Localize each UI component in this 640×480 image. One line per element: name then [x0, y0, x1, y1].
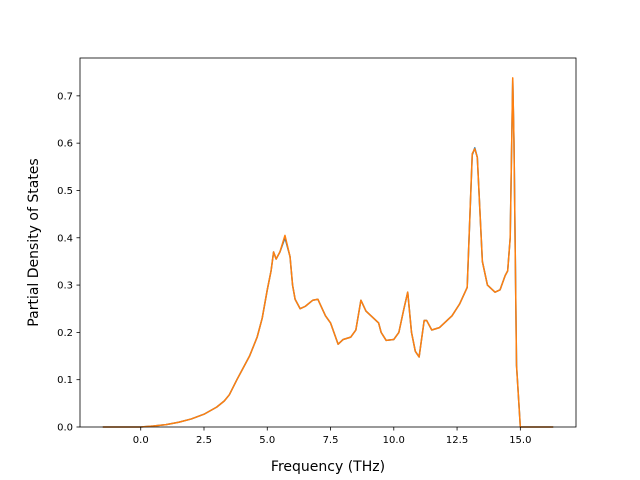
y-tick-label: 0.6: [57, 139, 73, 150]
y-tick-label: 0.3: [57, 281, 73, 292]
x-axis-ticks: 0.0 2.5 5.0 7.5 10.0 12.5 15.0: [133, 427, 531, 446]
plot-frame: [79, 57, 577, 428]
x-tick-label: 7.5: [323, 435, 339, 446]
y-axis-ticks: 0.0 0.1 0.2 0.3 0.4 0.5 0.6 0.7: [57, 91, 80, 434]
y-tick-label: 0.5: [57, 186, 73, 197]
x-tick-label: 5.0: [259, 435, 275, 446]
series-layer: [102, 77, 554, 428]
x-axis-label: Frequency (THz): [271, 459, 385, 475]
y-tick-label: 0.1: [57, 375, 73, 386]
y-tick-label: 0.4: [57, 233, 73, 244]
y-axis-label: Partial Density of States: [26, 158, 42, 326]
x-tick-label: 12.5: [446, 435, 468, 446]
x-tick-label: 2.5: [196, 435, 212, 446]
y-tick-label: 0.0: [57, 423, 73, 434]
series-line-2: [102, 77, 554, 428]
y-tick-label: 0.7: [57, 91, 73, 102]
x-tick-label: 0.0: [133, 435, 149, 446]
y-tick-label: 0.2: [57, 328, 73, 339]
x-tick-label: 10.0: [383, 435, 405, 446]
x-tick-label: 15.0: [509, 435, 531, 446]
